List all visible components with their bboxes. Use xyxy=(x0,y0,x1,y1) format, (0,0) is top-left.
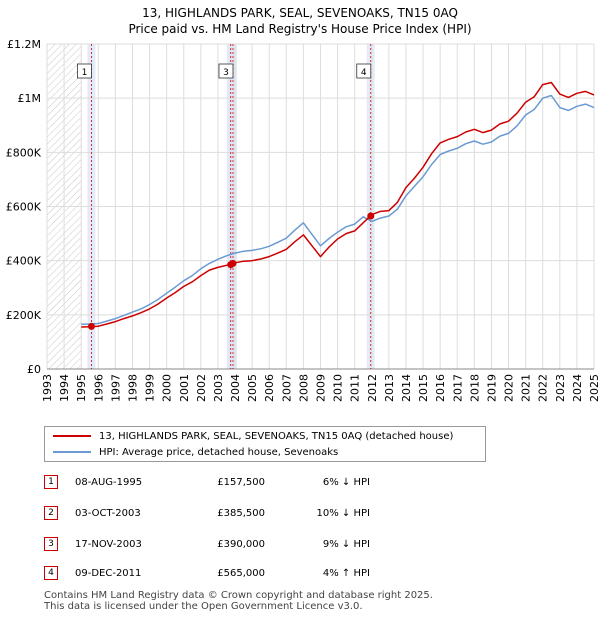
x-tick-label: 2005 xyxy=(246,374,259,402)
legend-swatch-property xyxy=(53,435,91,437)
sale-number-box: 3 xyxy=(218,63,234,79)
transaction-price: £157,500 xyxy=(217,477,265,488)
x-tick-label: 1998 xyxy=(126,374,139,402)
property-price-line xyxy=(81,81,595,328)
x-tick-label: 2010 xyxy=(332,374,345,402)
transaction-hpi-delta: 10% ↓ HPI xyxy=(316,508,370,519)
y-tick-label: £200K xyxy=(6,309,42,322)
transaction-date: 08-AUG-1995 xyxy=(75,477,143,488)
x-tick-label: 2008 xyxy=(297,374,310,402)
transaction-date: 17-NOV-2003 xyxy=(75,539,142,550)
sale-point xyxy=(229,259,237,267)
sale-number-frame xyxy=(77,63,92,79)
transaction-number: 3 xyxy=(44,537,58,551)
x-tick-label: 1997 xyxy=(109,374,122,402)
x-tick-label: 2023 xyxy=(554,374,567,402)
x-tick-label: 2022 xyxy=(537,374,550,402)
x-tick-label: 1999 xyxy=(144,374,157,402)
chart-title: 13, HIGHLANDS PARK, SEAL, SEVENOAKS, TN1… xyxy=(142,6,458,20)
chart-subtitle: Price paid vs. HM Land Registry's House … xyxy=(128,22,471,36)
y-tick-label: £0 xyxy=(27,363,41,376)
transaction-hpi-delta: 4% ↑ HPI xyxy=(322,568,370,579)
x-tick-label: 1993 xyxy=(41,374,54,402)
sale-number-text: 4 xyxy=(361,68,367,78)
x-tick-label: 2001 xyxy=(178,374,191,402)
transaction-hpi-delta: 9% ↓ HPI xyxy=(322,539,370,550)
y-tick-label: £600K xyxy=(6,201,42,214)
x-tick-label: 2014 xyxy=(400,374,413,402)
x-tick-label: 2002 xyxy=(195,374,208,402)
x-tick-label: 2024 xyxy=(571,374,584,402)
transaction-price: £565,000 xyxy=(217,568,265,579)
transaction-number: 4 xyxy=(44,566,58,580)
legend-label-hpi: HPI: Average price, detached house, Seve… xyxy=(99,447,339,458)
y-tick-label: £400K xyxy=(6,255,42,268)
x-tick-label: 2018 xyxy=(468,374,481,402)
x-tick-label: 2000 xyxy=(161,374,174,402)
x-axis-tick-labels: 1993 1994 1995 1996 1997 1998 1999 2000 2001 2002… xyxy=(41,374,600,402)
transaction-row: 1 08-AUG-1995 £157,500 6% ↓ HPI xyxy=(0,473,600,493)
x-tick-label: 2020 xyxy=(503,374,516,402)
footer-line-1: Contains HM Land Registry data © Crown c… xyxy=(44,590,433,601)
transaction-row: 2 03-OCT-2003 £385,500 10% ↓ HPI xyxy=(0,504,600,524)
sale-points xyxy=(87,212,375,330)
sale-number-box: 1 xyxy=(77,63,92,79)
sale-number-text: 3 xyxy=(223,68,229,78)
transaction-number: 1 xyxy=(44,475,58,489)
y-tick-label: £1.2M xyxy=(7,38,41,51)
x-tick-label: 2007 xyxy=(280,374,293,402)
x-tick-label: 2003 xyxy=(212,374,225,402)
transaction-row: 4 09-DEC-2011 £565,000 4% ↑ HPI xyxy=(0,564,600,584)
chart-gridlines xyxy=(46,43,595,370)
x-tick-label: 2021 xyxy=(520,374,533,402)
sale-number-text: 1 xyxy=(82,68,88,78)
sale-number-labels: 1 3 4 xyxy=(77,63,372,79)
x-tick-label: 2025 xyxy=(588,374,600,402)
transaction-hpi-delta: 6% ↓ HPI xyxy=(322,477,370,488)
x-tick-label: 1996 xyxy=(92,374,105,402)
x-tick-label: 2015 xyxy=(417,374,430,402)
sale-number-frame xyxy=(356,63,372,79)
legend-item-property: 13, HIGHLANDS PARK, SEAL, SEVENOAKS, TN1… xyxy=(53,431,453,443)
y-tick-label: £800K xyxy=(6,146,42,159)
x-tick-label: 2013 xyxy=(383,374,396,402)
x-tick-label: 2016 xyxy=(434,374,447,402)
chart-series xyxy=(81,81,595,328)
transaction-price: £385,500 xyxy=(217,508,265,519)
sale-point xyxy=(367,212,375,220)
sale-number-frame xyxy=(218,63,234,79)
x-tick-label: 2012 xyxy=(366,374,379,402)
x-tick-label: 1994 xyxy=(58,374,71,402)
x-tick-label: 2009 xyxy=(315,374,328,402)
x-tick-label: 1995 xyxy=(75,374,88,402)
transaction-date: 03-OCT-2003 xyxy=(75,508,141,519)
sale-point xyxy=(87,322,95,330)
chart-legend: 13, HIGHLANDS PARK, SEAL, SEVENOAKS, TN1… xyxy=(44,426,486,462)
legend-swatch-hpi xyxy=(53,451,91,453)
legend-label-property: 13, HIGHLANDS PARK, SEAL, SEVENOAKS, TN1… xyxy=(99,431,454,442)
y-axis-tick-labels: £0 £200K £400K £600K £800K £1M £1.2M xyxy=(6,38,42,376)
sale-number-box: 4 xyxy=(356,63,372,79)
hpi-line xyxy=(81,94,595,326)
transaction-date: 09-DEC-2011 xyxy=(75,568,142,579)
x-tick-label: 2017 xyxy=(451,374,464,402)
transaction-row: 3 17-NOV-2003 £390,000 9% ↓ HPI xyxy=(0,535,600,555)
x-tick-label: 2019 xyxy=(485,374,498,402)
x-tick-label: 2011 xyxy=(349,374,362,402)
y-tick-label: £1M xyxy=(18,92,42,105)
footer-line-2: This data is licensed under the Open Gov… xyxy=(44,601,363,612)
footer-attribution: Contains HM Land Registry data © Crown c… xyxy=(44,590,433,612)
x-tick-label: 2004 xyxy=(229,374,242,402)
x-tick-label: 2006 xyxy=(263,374,276,402)
transaction-number: 2 xyxy=(44,506,58,520)
legend-item-hpi: HPI: Average price, detached house, Seve… xyxy=(53,447,338,459)
transaction-price: £390,000 xyxy=(217,539,265,550)
